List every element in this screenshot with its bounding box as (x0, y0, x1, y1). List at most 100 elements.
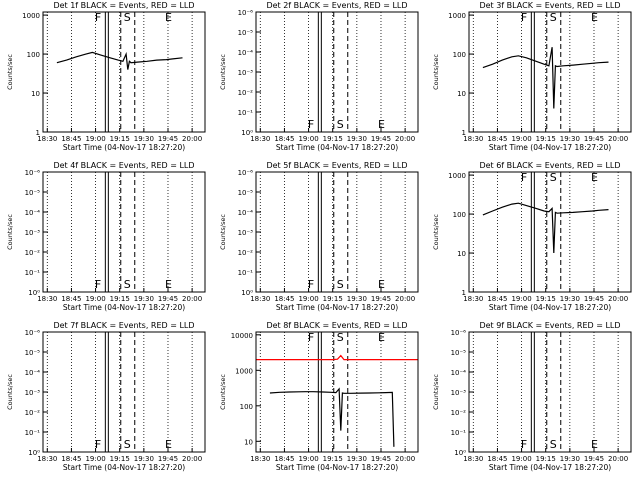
y-axis-label: Counts/sec (6, 214, 14, 250)
x-tick-label: 19:45 (158, 455, 178, 463)
x-axis-label: Start Time (04-Nov-17 18:27:20) (276, 463, 398, 472)
x-tick-label: 19:45 (371, 135, 391, 143)
y-tick-label: 10⁻⁶ (25, 329, 41, 337)
x-axis-label: Start Time (04-Nov-17 18:27:20) (63, 303, 185, 312)
y-tick-label: 10⁻¹ (25, 269, 41, 277)
x-tick-label: 20:00 (608, 295, 628, 303)
x-tick-label: 20:00 (395, 295, 415, 303)
x-tick-label: 19:45 (584, 135, 604, 143)
marker-label-s: S (550, 438, 557, 451)
x-tick-label: 19:15 (536, 455, 556, 463)
marker-label-s: S (124, 438, 131, 451)
x-tick-label: 19:30 (560, 135, 580, 143)
y-axis-label: Counts/sec (432, 54, 440, 90)
panel-title: Det 3f BLACK = Events, RED = LLD (479, 1, 620, 10)
x-tick-label: 18:30 (37, 455, 57, 463)
x-tick-label: 19:15 (323, 455, 343, 463)
x-tick-label: 18:45 (274, 455, 294, 463)
x-tick-label: 19:15 (110, 455, 130, 463)
x-tick-label: 19:30 (560, 455, 580, 463)
y-tick-label: 10⁻⁶ (238, 9, 254, 17)
panel-det-2f: Det 2f BLACK = Events, RED = LLD F S E 10⁰ 10… (219, 1, 419, 152)
panel-title: Det 5f BLACK = Events, RED = LLD (266, 161, 407, 170)
y-tick-label: 10⁻³ (238, 229, 254, 237)
x-tick-label: 19:00 (511, 295, 531, 303)
panel-det-4f: Det 4f BLACK = Events, RED = LLD F S E 10⁰ 10… (6, 161, 206, 312)
panel-title: Det 1f BLACK = Events, RED = LLD (53, 1, 194, 10)
x-tick-label: 19:30 (347, 295, 367, 303)
x-tick-label: 19:15 (536, 135, 556, 143)
y-tick-label: 10⁻³ (451, 389, 467, 397)
y-axis-label: Counts/sec (6, 374, 14, 410)
x-axis-label: Start Time (04-Nov-17 18:27:20) (63, 463, 185, 472)
x-tick-label: 18:30 (37, 135, 57, 143)
y-tick-label: 1 (36, 129, 40, 137)
y-tick-label: 10⁻² (238, 89, 254, 97)
x-tick-label: 18:30 (463, 135, 483, 143)
y-tick-label: 10⁻⁶ (238, 169, 254, 177)
y-tick-label: 10 (31, 90, 40, 98)
marker-label-e: E (165, 278, 172, 291)
marker-label-f: F (308, 331, 314, 344)
y-tick-label: 1 (462, 129, 466, 137)
marker-label-e: E (165, 11, 172, 24)
marker-label-s: S (550, 171, 557, 184)
x-tick-label: 19:00 (85, 135, 105, 143)
x-tick-label: 18:45 (487, 455, 507, 463)
y-tick-label: 10⁰ (28, 289, 40, 297)
marker-label-e: E (591, 438, 598, 451)
y-tick-label: 10⁰ (28, 449, 40, 457)
x-tick-label: 20:00 (182, 295, 202, 303)
plot-frame (468, 171, 632, 293)
y-tick-label: 10⁰ (241, 289, 253, 297)
x-tick-label: 19:45 (371, 295, 391, 303)
y-axis-label: Counts/sec (432, 374, 440, 410)
plot-frame (255, 171, 419, 293)
series-line-2 (256, 354, 418, 361)
plot-frame (468, 11, 632, 133)
x-tick-label: 19:30 (134, 135, 154, 143)
x-tick-label: 19:00 (298, 135, 318, 143)
x-tick-label: 19:30 (134, 295, 154, 303)
panel-title: Det 2f BLACK = Events, RED = LLD (266, 1, 407, 10)
marker-label-s: S (337, 331, 344, 344)
y-tick-label: 10⁰ (454, 449, 466, 457)
y-tick-label: 10⁻⁵ (238, 29, 254, 37)
series-line-1 (269, 387, 395, 447)
series-line-1 (56, 51, 183, 70)
marker-label-e: E (378, 331, 385, 344)
marker-label-f: F (95, 11, 101, 24)
panel-det-5f: Det 5f BLACK = Events, RED = LLD F S E 10⁰ 10… (219, 161, 419, 312)
x-tick-label: 18:45 (274, 295, 294, 303)
y-tick-label: 10⁻¹ (25, 429, 41, 437)
x-tick-label: 20:00 (395, 135, 415, 143)
x-tick-label: 19:30 (347, 135, 367, 143)
y-tick-label: 10⁻¹ (238, 269, 254, 277)
y-tick-label: 10⁻⁴ (25, 209, 41, 217)
marker-label-e: E (591, 171, 598, 184)
y-tick-label: 10⁻⁴ (25, 369, 41, 377)
y-tick-label: 10⁻⁵ (25, 189, 41, 197)
plot-frame (42, 11, 206, 133)
marker-label-f: F (308, 118, 314, 131)
y-tick-label: 10⁻⁵ (25, 349, 41, 357)
y-tick-label: 100 (453, 51, 466, 59)
marker-label-e: E (165, 438, 172, 451)
y-tick-label: 10 (457, 250, 466, 258)
plot-frame (255, 11, 419, 133)
x-tick-label: 19:00 (511, 135, 531, 143)
x-axis-label: Start Time (04-Nov-17 18:27:20) (489, 143, 611, 152)
y-tick-label: 10⁰ (241, 129, 253, 137)
y-axis-label: Counts/sec (219, 54, 227, 90)
plot-frame (42, 331, 206, 453)
x-tick-label: 19:00 (298, 295, 318, 303)
marker-label-f: F (521, 438, 527, 451)
x-axis-label: Start Time (04-Nov-17 18:27:20) (276, 303, 398, 312)
x-axis-label: Start Time (04-Nov-17 18:27:20) (276, 143, 398, 152)
series-line-1 (482, 47, 609, 109)
plot-frame (255, 331, 419, 453)
y-tick-label: 10⁻² (25, 409, 41, 417)
